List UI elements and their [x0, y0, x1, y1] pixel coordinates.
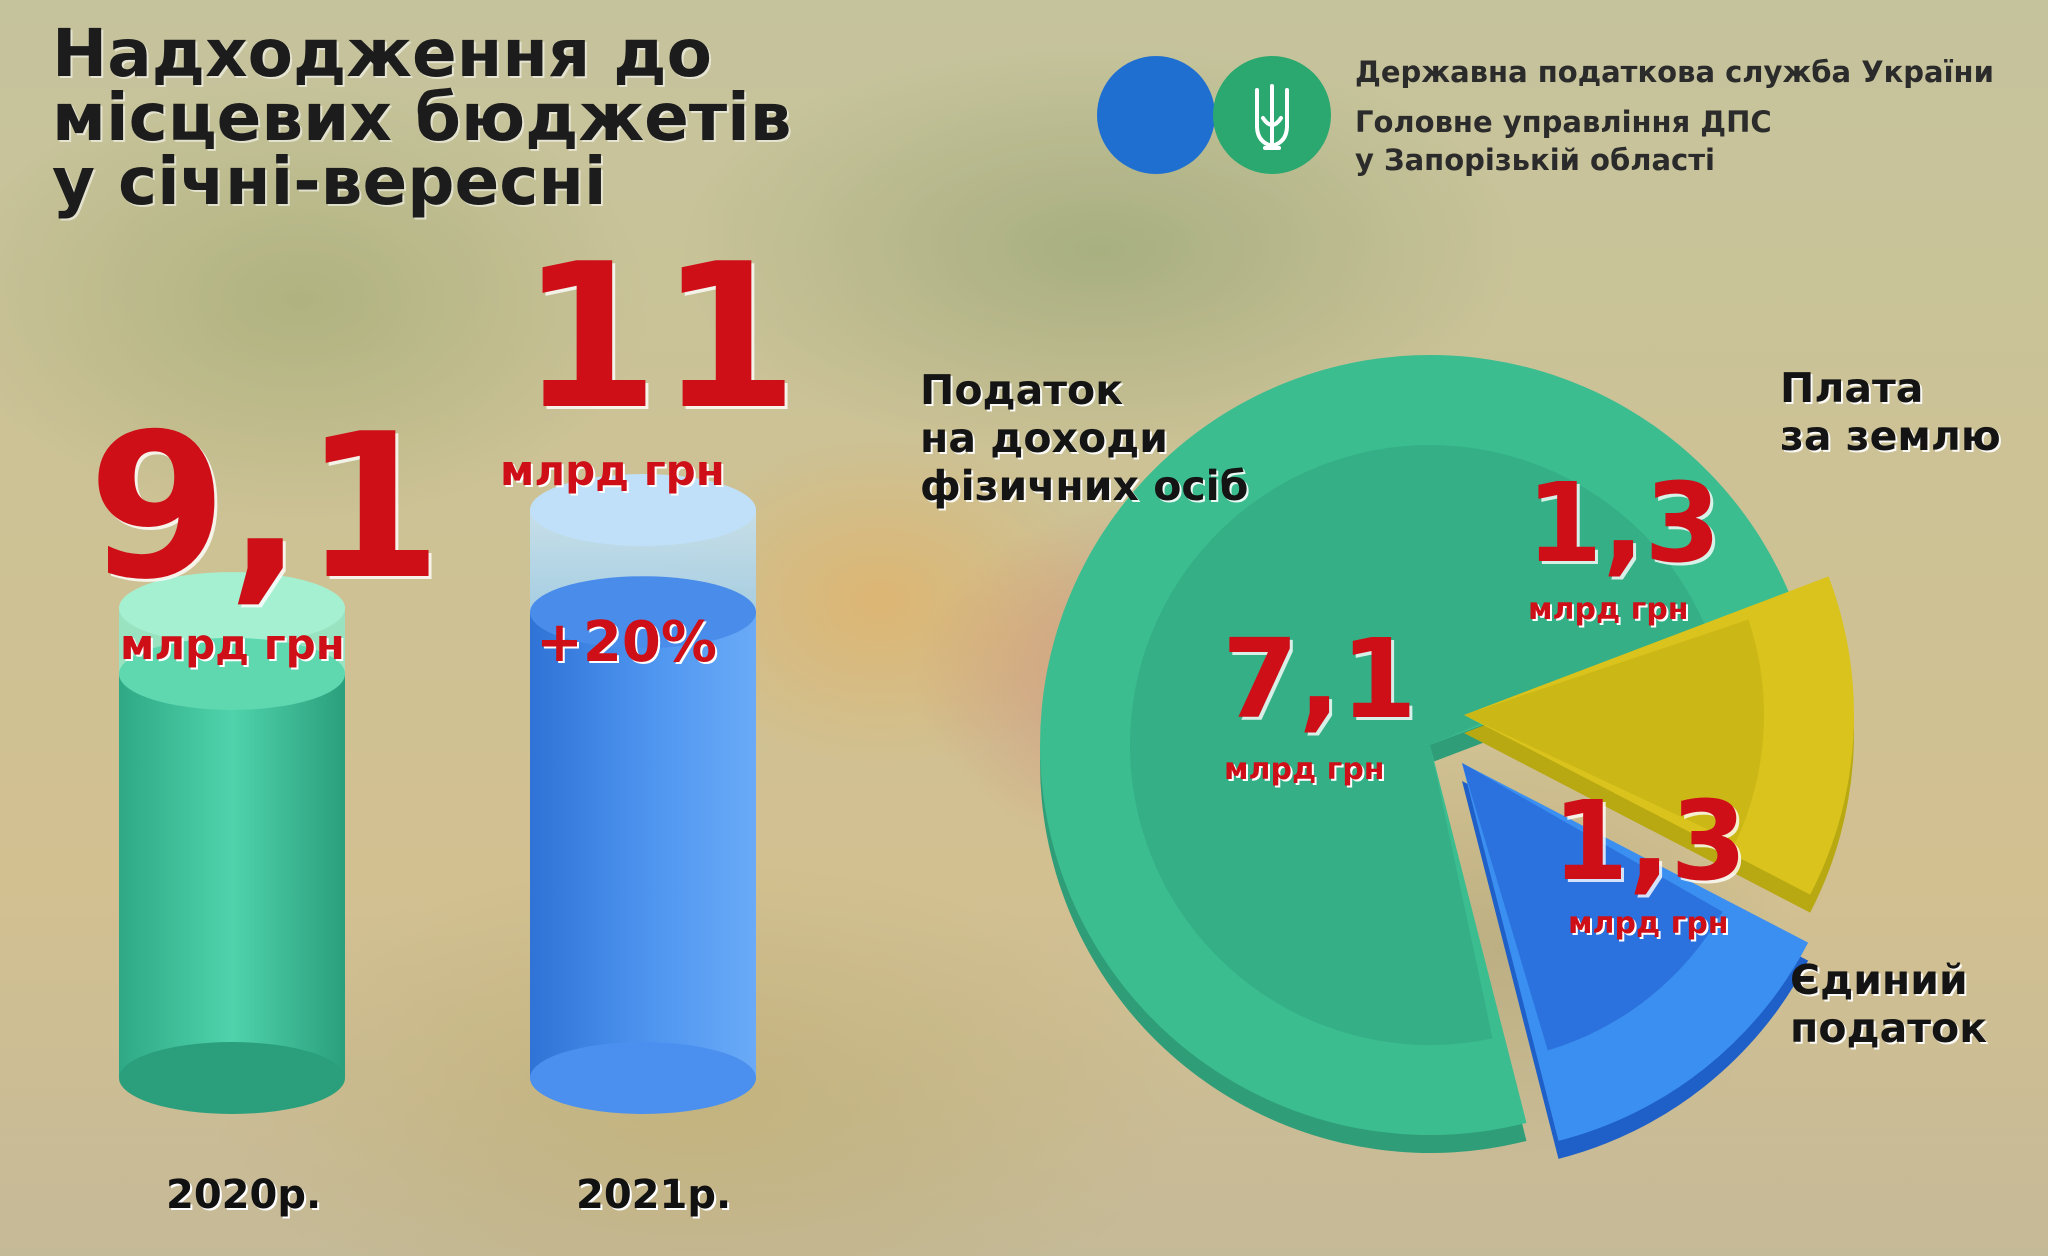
title-line-2: місцевих бюджетів — [52, 79, 792, 156]
bar-cap-1 — [530, 576, 756, 649]
pie-unit-single-tax: млрд грн — [1568, 906, 1729, 941]
org-department: Головне управління ДПС — [1355, 105, 1772, 139]
bar-category-2021: 2021р. — [576, 1172, 732, 1218]
logo-blue-circle-icon — [1097, 56, 1215, 174]
pie-label-single-tax-line-2: податок — [1790, 1004, 1988, 1052]
pie-label-pdfo-line-1: Податок — [920, 366, 1124, 414]
bar-unit-2020: млрд грн — [120, 620, 345, 669]
title-line-3: у січні-вересні — [52, 143, 607, 220]
pie-value-single-tax: 1,3 — [1552, 777, 1747, 905]
pie-label-pdfo-line-3: фізичних осіб — [920, 462, 1249, 510]
title-line-1: Надходження до — [52, 15, 712, 92]
org-name: Державна податкова служба України — [1355, 55, 1994, 89]
pie-label-single-tax: Єдиний податок — [1790, 956, 1987, 1052]
page-title: Надходження до місцевих бюджетів у січні… — [52, 15, 792, 220]
pie-unit-land: млрд грн — [1528, 592, 1689, 627]
pie-label-single-tax-line-1: Єдиний — [1790, 956, 1968, 1004]
bar-category-2020: 2020р. — [166, 1172, 322, 1218]
pie-slice-land-inner — [1464, 619, 1765, 843]
bar-value-2020: 9,1 — [88, 391, 443, 624]
bar-value-2021: 11 — [520, 221, 799, 454]
pie-label-land-line-2: за землю — [1780, 412, 2001, 460]
pie-value-land: 1,3 — [1526, 459, 1721, 587]
bar-1 — [530, 612, 756, 1078]
trident-icon — [1255, 84, 1289, 150]
change-percent-label: +20% — [536, 610, 717, 675]
bar-rim-0 — [119, 572, 345, 645]
bar-cap-0 — [119, 637, 345, 710]
bar-unit-2021: млрд грн — [500, 446, 725, 495]
bar-0 — [119, 673, 345, 1078]
pie-slice-single-tax-inner — [1462, 763, 1723, 1051]
pie-slice-pdfo-inner — [1130, 445, 1706, 1046]
pie-value-pdfo: 7,1 — [1222, 615, 1417, 743]
org-region: у Запорізькій області — [1355, 143, 1715, 177]
logo-green-circle-icon — [1213, 56, 1331, 174]
pie-label-pdfo: Податок на доходи фізичних осіб — [920, 366, 1248, 510]
bar-rim-1 — [530, 474, 756, 546]
pie-label-land: Плата за землю — [1780, 364, 2001, 460]
pie-label-pdfo-line-2: на доходи — [920, 414, 1169, 462]
bar-base-0 — [119, 1042, 345, 1114]
pie-label-land-line-1: Плата — [1780, 364, 1924, 412]
bar-base-1 — [530, 1042, 756, 1114]
pie-unit-pdfo: млрд грн — [1224, 752, 1385, 787]
